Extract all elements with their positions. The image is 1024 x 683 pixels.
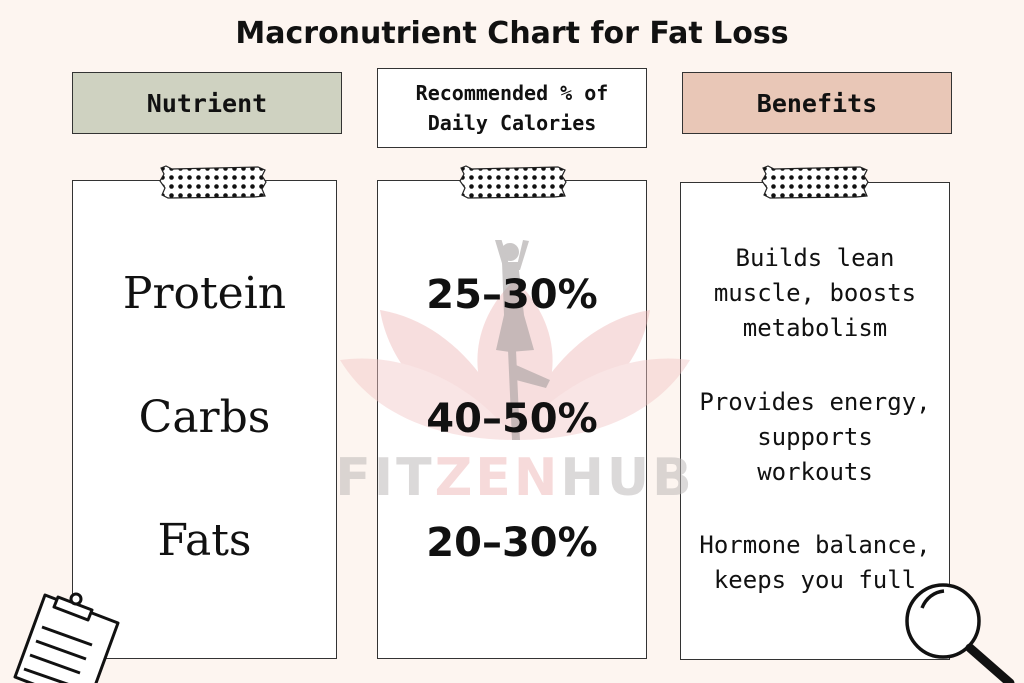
percent-carbs: 40–50% (426, 396, 598, 442)
percent-fats: 20–30% (426, 520, 598, 566)
clipboard-icon (13, 592, 120, 683)
page-title: Macronutrient Chart for Fat Loss (235, 16, 789, 51)
benefits-header: Benefits (682, 72, 952, 134)
watermark-zen: ZEN (434, 448, 561, 508)
benefit-carbs: Provides energy, supports workouts (680, 385, 950, 490)
benefit-line: supports (757, 423, 873, 451)
lotus-yoga-logo-icon (340, 240, 690, 440)
dotted-tape-icon (761, 165, 869, 199)
watermark-hub: HUB (560, 448, 695, 508)
dotted-tape-icon (159, 165, 267, 199)
watermark-text: FITZENHUB (330, 448, 700, 508)
dotted-tape-icon (459, 165, 567, 199)
benefit-protein: Builds lean muscle, boosts metabolism (680, 241, 950, 346)
nutrient-protein: Protein (122, 268, 287, 319)
nutrient-fats: Fats (157, 515, 252, 566)
benefit-fats: Hormone balance, keeps you full (680, 528, 950, 598)
watermark-fit: FIT (335, 448, 435, 508)
benefit-line: muscle, boosts (713, 279, 917, 307)
nutrient-header: Nutrient (72, 72, 342, 134)
benefit-line: workouts (757, 458, 873, 486)
percent-header-line1: Recommended % of (415, 81, 609, 105)
benefit-line: Provides energy, (699, 388, 931, 416)
nutrient-card (72, 180, 337, 659)
benefit-line: Hormone balance, (699, 531, 931, 559)
benefit-line: keeps you full (713, 566, 917, 594)
percent-protein: 25–30% (426, 272, 598, 318)
magnifying-glass-icon (905, 583, 1015, 683)
nutrient-carbs: Carbs (138, 392, 271, 443)
benefits-card (680, 182, 950, 660)
percent-header-line2: Daily Calories (427, 111, 597, 135)
benefit-line: metabolism (742, 314, 888, 342)
percent-header: Recommended % of Daily Calories (377, 68, 647, 148)
benefit-line: Builds lean (735, 244, 895, 272)
